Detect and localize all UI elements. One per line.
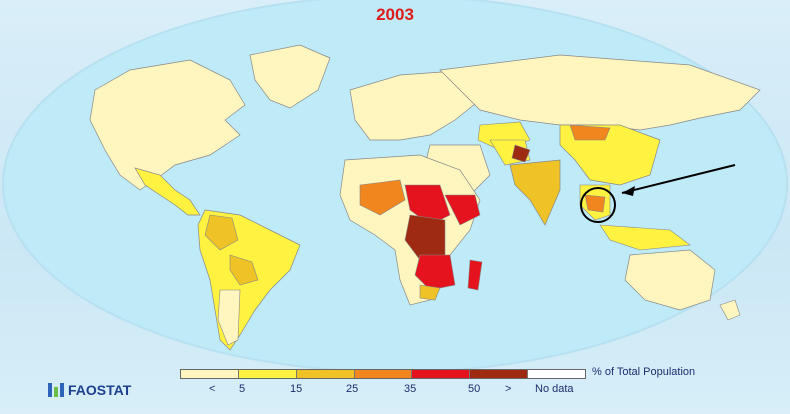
southern-africa-mid [414,254,456,291]
india [509,159,561,226]
highlight-circle [580,187,616,223]
highlight-arrow-line [621,164,736,194]
legend-color-bar [180,369,586,379]
west-africa [359,179,406,216]
cambodia [584,194,606,213]
legend-tick-label: 25 [346,383,359,395]
faostat-logo-icon [48,383,64,397]
europe [349,69,481,141]
legend-unit-label: % of Total Population [592,366,696,378]
legend-swatch [296,370,355,378]
legend-swatch [470,370,529,378]
legend-tick-label: < [209,383,216,395]
horn-of-africa [444,194,481,226]
indonesia [599,224,691,251]
legend-swatch [354,370,413,378]
legend: % of Total Population <5 15 25 35 50 > No data [180,366,700,399]
legend-swatch [412,370,471,378]
legend-tick-label: No data [535,383,574,395]
north-america [89,59,246,191]
russia [439,54,761,131]
mexico [134,167,201,216]
legend-tick-label: 35 [404,383,417,395]
bolivia [229,254,259,286]
legend-swatch [528,370,586,378]
map-title: 2003 [376,5,414,24]
legend-swatch [238,370,297,378]
new-zealand [719,299,741,321]
venezuela-colombia [204,214,239,251]
highlight-arrow-head [622,186,635,196]
madagascar [467,259,483,291]
legend-tick-label: 15 [290,383,303,395]
faostat-logo: FAOSTAT [48,382,131,398]
australia [624,249,716,311]
afghanistan [511,144,531,163]
botswana [419,284,441,301]
legend-tick-label: 5 [239,383,246,395]
legend-swatch [181,370,239,378]
legend-tick-label: > [505,383,512,395]
argentina [217,289,241,346]
greenland [249,44,331,109]
faostat-brand-text: FAOSTAT [68,382,132,398]
legend-tick-label: 50 [468,383,481,395]
mongolia [569,124,611,141]
